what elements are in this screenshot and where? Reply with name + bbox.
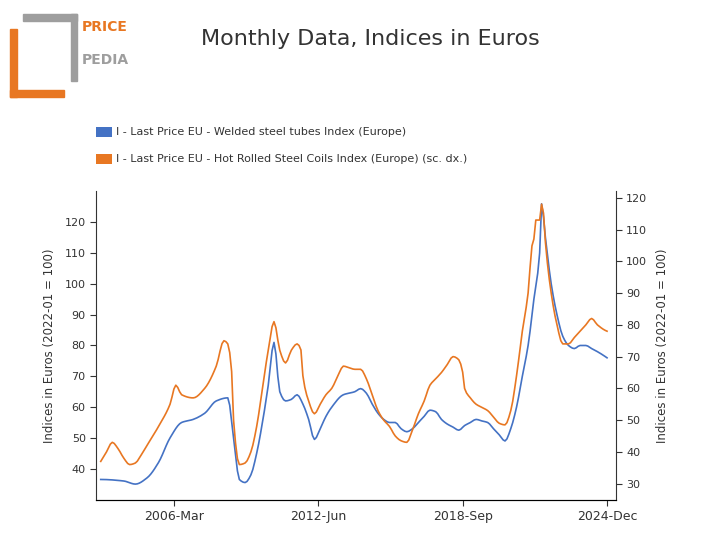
- Y-axis label: Indices in Euros (2022-01 = 100): Indices in Euros (2022-01 = 100): [656, 248, 669, 443]
- Text: PRICE: PRICE: [81, 20, 127, 34]
- Polygon shape: [23, 14, 78, 22]
- Polygon shape: [10, 89, 64, 97]
- Polygon shape: [70, 14, 78, 80]
- Y-axis label: Indices in Euros (2022-01 = 100): Indices in Euros (2022-01 = 100): [43, 248, 56, 443]
- Polygon shape: [10, 29, 16, 97]
- Text: Monthly Data, Indices in Euros: Monthly Data, Indices in Euros: [201, 29, 540, 49]
- Text: I - Last Price EU - Welded steel tubes Index (Europe): I - Last Price EU - Welded steel tubes I…: [116, 127, 406, 137]
- Text: PEDIA: PEDIA: [81, 53, 129, 67]
- Text: I - Last Price EU - Hot Rolled Steel Coils Index (Europe) (sc. dx.): I - Last Price EU - Hot Rolled Steel Coi…: [116, 154, 467, 164]
